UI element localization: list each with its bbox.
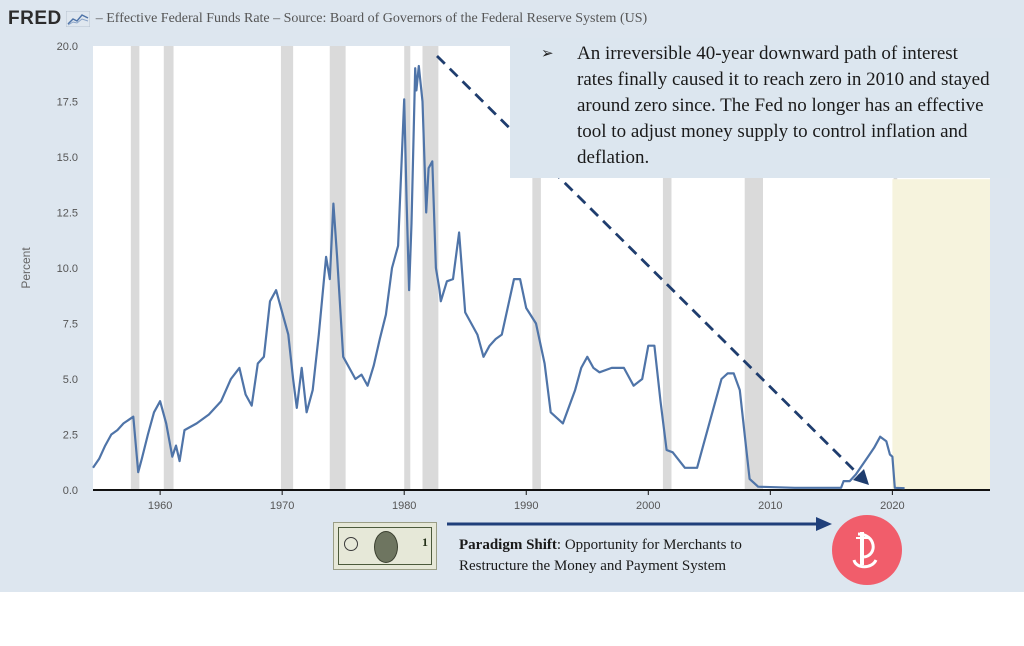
recession-band <box>280 46 294 490</box>
paradigm-shift-arrowhead <box>816 517 832 531</box>
y-tick-label: 2.5 <box>63 430 78 442</box>
recession-band <box>422 46 439 490</box>
dollar-bill-image: 1 <box>333 522 437 570</box>
bullet-arrow-icon: ➢ <box>541 44 554 62</box>
y-axis-label: Percent <box>19 247 33 289</box>
paradigm-shift-label: Paradigm Shift <box>459 537 557 553</box>
fed-funds-rate-line <box>92 64 905 490</box>
x-tick-label: 2000 <box>636 500 660 512</box>
y-tick-label: 15.0 <box>57 152 78 164</box>
y-tick-label: 5.0 <box>63 374 78 386</box>
x-tick-label: 1980 <box>392 500 416 512</box>
recession-band <box>163 46 174 490</box>
anchor-logo-icon <box>852 532 878 569</box>
y-tick-label: 12.5 <box>57 208 78 220</box>
x-tick-label: 1990 <box>514 500 538 512</box>
merchant-logo <box>832 515 902 585</box>
paradigm-shift-text: Paradigm Shift: Opportunity for Merchant… <box>459 535 742 577</box>
y-tick-label: 0.0 <box>63 485 78 497</box>
x-tick-label: 2020 <box>880 500 904 512</box>
y-tick-label: 10.0 <box>57 263 78 275</box>
slide-background: 0.0 2.5 5.0 7.5 10.0 12.5 15.0 17.5 20.0 1960 197… <box>0 0 1024 592</box>
paradigm-shift-line1: : Opportunity for Merchants to <box>556 537 742 553</box>
recession-band <box>130 46 140 490</box>
callout-text: An irreversible 40-year downward path of… <box>577 43 990 168</box>
x-axis-ticks: 1960 1970 1980 1990 2000 2010 2020 <box>148 490 905 512</box>
chart-title: – Effective Federal Funds Rate – Source:… <box>95 11 648 26</box>
y-axis-ticks: 0.0 2.5 5.0 7.5 10.0 12.5 15.0 17.5 20.0 <box>57 41 78 497</box>
paradigm-shift-line2: Restructure the Money and Payment System <box>459 558 727 574</box>
recession-band <box>532 46 541 490</box>
x-tick-label: 2010 <box>758 500 782 512</box>
downward-trend-arrowhead <box>853 469 869 485</box>
downward-trend-arrow <box>436 55 865 481</box>
x-tick-label: 1960 <box>148 500 172 512</box>
y-tick-label: 7.5 <box>63 319 78 331</box>
recession-band <box>404 46 411 490</box>
y-tick-label: 17.5 <box>57 97 78 109</box>
callout-box <box>510 38 1010 178</box>
y-tick-label: 20.0 <box>57 41 78 53</box>
fred-sparkline-icon <box>65 11 90 27</box>
fred-header: FRED – Effective Federal Funds Rate – So… <box>8 4 647 34</box>
forecast-region <box>892 179 990 490</box>
fred-logo: FRED <box>8 8 62 29</box>
x-tick-label: 1970 <box>270 500 294 512</box>
recession-band <box>662 46 672 490</box>
